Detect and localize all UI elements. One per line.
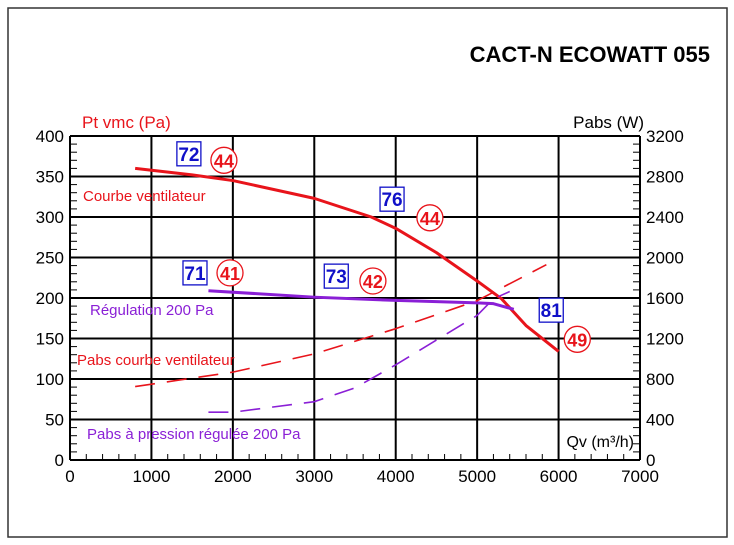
annotation-circle-value: 49 (567, 330, 587, 350)
y-left-tick-label: 100 (36, 370, 64, 389)
x-tick-label: 1000 (133, 467, 171, 486)
series-label: Pabs à pression régulée 200 Pa (87, 426, 301, 443)
x-tick-label: 3000 (295, 467, 333, 486)
x-tick-label: 2000 (214, 467, 252, 486)
series-label: Courbe ventilateur (83, 188, 206, 205)
x-tick-label: 4000 (377, 467, 415, 486)
annotation-box (379, 186, 405, 212)
y-right-tick-label: 2400 (646, 208, 684, 227)
annotation-circle (210, 146, 238, 174)
annotation-circle (416, 204, 444, 232)
annotation-box (182, 260, 208, 286)
annotation-box-value: 72 (178, 145, 199, 166)
y-left-tick-label: 50 (45, 411, 64, 430)
series-label: Pabs courbe ventilateur (77, 352, 235, 369)
chart-title: CACT-N ECOWATT 055 (470, 42, 710, 67)
annotation-circle-value: 41 (220, 264, 240, 284)
y-left-label: Pt vmc (Pa) (82, 113, 171, 132)
x-tick-label: 5000 (458, 467, 496, 486)
y-left-tick-label: 200 (36, 289, 64, 308)
y-right-tick-label: 800 (646, 370, 674, 389)
annotation-circle-value: 44 (214, 151, 234, 171)
y-right-tick-label: 3200 (646, 127, 684, 146)
y-left-tick-label: 0 (55, 451, 64, 470)
x-tick-label: 6000 (540, 467, 578, 486)
annotation-box-value: 73 (326, 267, 347, 288)
annotation-circle-value: 42 (363, 272, 383, 292)
series-line-3 (208, 290, 511, 414)
x-tick-label: 0 (65, 467, 74, 486)
x-tick-label: 7000 (621, 467, 659, 486)
y-left-tick-label: 150 (36, 330, 64, 349)
y-left-tick-label: 400 (36, 127, 64, 146)
annotation-box (323, 263, 349, 289)
annotation-circle (216, 259, 244, 287)
annotation-circle (563, 325, 591, 353)
annotation-circle (359, 267, 387, 295)
y-left-tick-label: 300 (36, 208, 64, 227)
annotation-box (176, 141, 202, 167)
annotation-box-value: 76 (381, 190, 402, 211)
series-line-2 (135, 263, 547, 388)
series-line-1 (208, 289, 515, 311)
annotation-circle-value: 44 (420, 209, 440, 229)
y-left-tick-label: 350 (36, 168, 64, 187)
x-axis-label: Qv (m³/h) (566, 434, 634, 451)
annotation-box-value: 71 (184, 264, 206, 285)
y-right-tick-label: 0 (646, 451, 655, 470)
y-right-tick-label: 1600 (646, 289, 684, 308)
annotation-box-value: 81 (541, 301, 563, 322)
y-right-tick-label: 2000 (646, 249, 684, 268)
y-right-tick-label: 1200 (646, 330, 684, 349)
y-right-tick-label: 400 (646, 411, 674, 430)
y-right-label: Pabs (W) (573, 113, 644, 132)
y-left-tick-label: 250 (36, 249, 64, 268)
annotation-box (538, 297, 564, 323)
series-label: Régulation 200 Pa (90, 302, 214, 319)
y-right-tick-label: 2800 (646, 168, 684, 187)
